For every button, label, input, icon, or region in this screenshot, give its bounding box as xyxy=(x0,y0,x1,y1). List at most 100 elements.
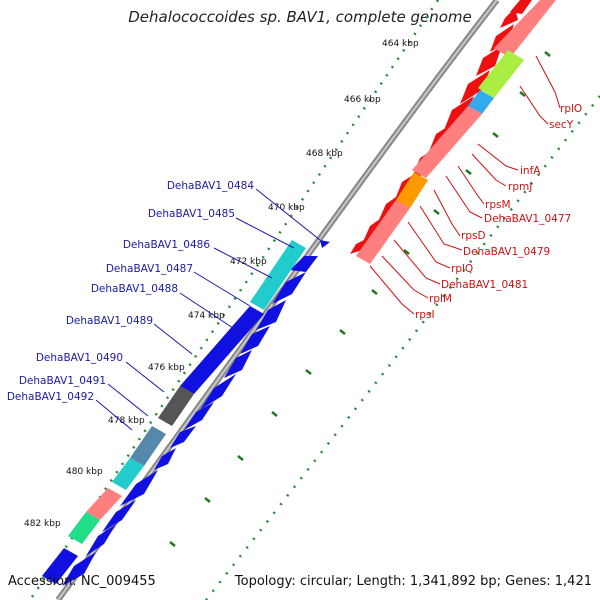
gene-label-left[interactable]: DehaBAV1_0492 xyxy=(7,391,94,403)
leader-line xyxy=(381,255,429,299)
gene-label-right[interactable]: rplQ xyxy=(451,263,473,275)
kbp-label: 466 kbp xyxy=(344,95,381,105)
gene-label-right[interactable]: infA xyxy=(520,165,541,177)
blue-gene-arrow xyxy=(272,272,306,304)
gene-label-left[interactable]: DehaBAV1_0486 xyxy=(123,239,211,251)
red-gene-arrow xyxy=(444,96,474,130)
band-segment-red xyxy=(356,200,410,264)
leader-line xyxy=(213,247,273,279)
leader-line xyxy=(125,361,165,393)
tick-dash xyxy=(169,541,176,547)
gene-label-right[interactable]: rpsD xyxy=(461,230,486,242)
leader-line xyxy=(95,399,133,431)
outer-dotted-line xyxy=(28,0,440,600)
red-gene-arrow xyxy=(490,24,514,52)
forward-band xyxy=(42,240,306,584)
leader-line xyxy=(477,143,519,171)
band-segment-blue xyxy=(180,306,264,394)
kbp-label: 476 kbp xyxy=(148,363,185,373)
blue-gene-arrow xyxy=(62,552,96,586)
leader-line xyxy=(519,85,549,125)
gene-label-right[interactable]: rpmJ xyxy=(508,181,532,193)
blue-gene-arrow xyxy=(170,426,196,448)
leader-line xyxy=(445,175,483,219)
accession-label: Accession: xyxy=(8,574,77,589)
left-leader-lines xyxy=(95,188,321,431)
tick-dash xyxy=(237,455,244,461)
accession-text: Accession: NC_009455 xyxy=(8,574,156,589)
gene-label-left[interactable]: DehaBAV1_0487 xyxy=(106,263,193,275)
gene-label-right[interactable]: rplM xyxy=(429,293,452,305)
leader-line xyxy=(153,323,193,355)
tick-dash xyxy=(371,289,378,295)
kbp-label: 470 kbp xyxy=(268,203,305,213)
gene-label-left[interactable]: DehaBAV1_0491 xyxy=(19,375,106,387)
blue-gene-arrow xyxy=(86,524,116,556)
band-segment-cyan xyxy=(250,240,306,310)
gene-label-right[interactable]: rplO xyxy=(560,103,582,115)
red-gene-arrow xyxy=(476,46,502,76)
leader-line xyxy=(535,55,561,109)
tick-dash xyxy=(403,249,410,255)
blue-gene-arrow xyxy=(200,374,236,410)
gene-label-right[interactable]: DehaBAV1_0481 xyxy=(441,279,528,291)
tick-dash xyxy=(433,209,440,215)
band-segment-red xyxy=(412,106,482,178)
gene-label-right[interactable]: DehaBAV1_0477 xyxy=(484,213,571,225)
leader-line xyxy=(457,165,485,205)
band-segment-red xyxy=(86,488,122,520)
blue-gene-arrow xyxy=(256,300,286,330)
kbp-label: 468 kbp xyxy=(306,149,343,159)
leader-line xyxy=(419,205,463,251)
kbp-label: 472 kbp xyxy=(230,257,267,267)
red-gene-arrow xyxy=(460,70,490,104)
reverse-band xyxy=(356,0,556,264)
band-segment-steel xyxy=(130,426,166,466)
band-segment-blue xyxy=(468,90,494,114)
leader-line xyxy=(179,292,237,331)
tick-dash xyxy=(519,91,526,97)
blue-gene-arrow xyxy=(320,240,330,248)
gene-label-left[interactable]: DehaBAV1_0485 xyxy=(148,208,235,220)
blue-gene-arrow xyxy=(224,350,252,378)
leader-line xyxy=(407,221,451,269)
tick-dash xyxy=(204,497,211,503)
leader-line xyxy=(255,188,321,241)
gene-label-left[interactable]: DehaBAV1_0490 xyxy=(36,352,123,364)
blue-gene-arrow xyxy=(240,326,270,354)
tick-dash xyxy=(271,411,278,417)
band-segment-cyan xyxy=(112,458,144,490)
gene-label-left[interactable]: DehaBAV1_0489 xyxy=(66,315,153,327)
leader-line xyxy=(235,217,295,249)
leader-line xyxy=(193,271,251,307)
green-tick-dashes xyxy=(169,51,551,547)
red-gene-arrow xyxy=(500,8,518,28)
gene-label-right[interactable]: DehaBAV1_0479 xyxy=(463,246,550,258)
kbp-label: 478 kbp xyxy=(108,416,145,426)
tick-dash xyxy=(305,369,312,375)
kbp-label: 482 kbp xyxy=(24,519,61,529)
red-gene-arrow xyxy=(350,236,372,254)
blue-gene-arrow xyxy=(184,402,214,430)
gene-label-right[interactable]: rpsM xyxy=(485,199,511,211)
right-leader-lines xyxy=(369,55,561,315)
band-segment-seagreen xyxy=(68,512,100,544)
kbp-label: 480 kbp xyxy=(66,467,103,477)
band-segment-green xyxy=(478,50,524,98)
topology-text: Topology: circular; Length: 1,341,892 bp… xyxy=(234,574,592,589)
leader-line xyxy=(369,265,415,315)
band-segment-blue xyxy=(42,548,78,584)
gene-label-right[interactable]: rpsI xyxy=(415,309,435,321)
inner-dotted-line xyxy=(205,95,600,600)
leader-line xyxy=(433,189,461,237)
leader-line xyxy=(393,239,441,285)
tick-dash xyxy=(465,169,472,175)
gene-label-left[interactable]: DehaBAV1_0488 xyxy=(91,283,178,295)
accession-value: NC_009455 xyxy=(80,574,156,589)
forward-strand-arrows xyxy=(62,240,330,586)
band-segment-orange xyxy=(396,172,428,208)
gene-label-right[interactable]: secY xyxy=(549,119,574,131)
gene-label-left[interactable]: DehaBAV1_0484 xyxy=(167,180,255,192)
